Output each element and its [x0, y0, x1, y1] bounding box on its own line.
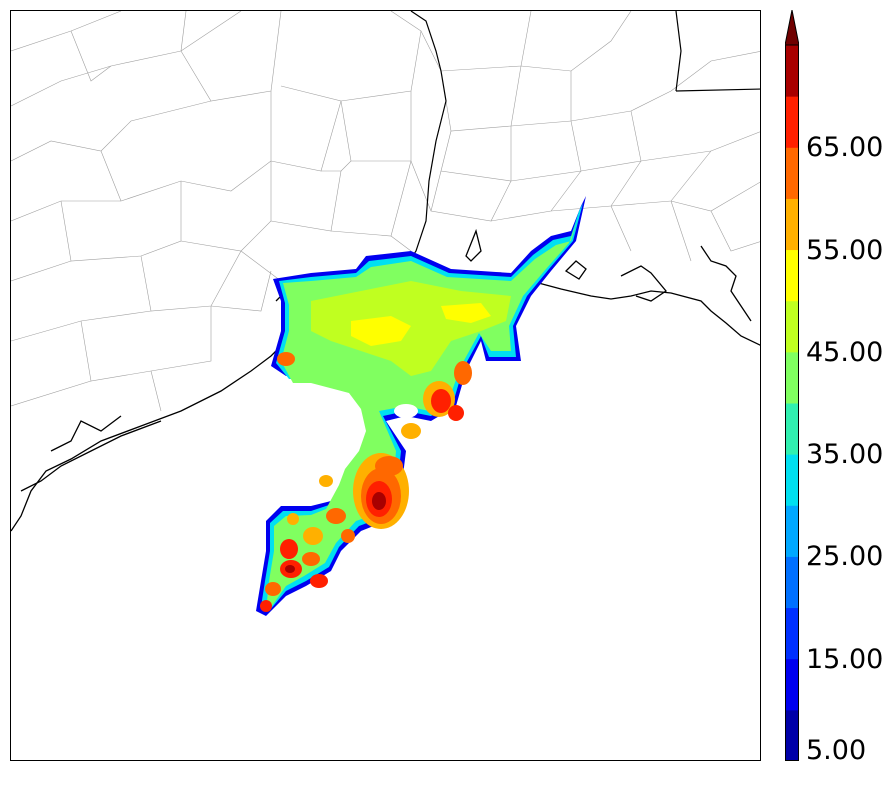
- colorbar-tick-label: 45.00: [806, 336, 884, 368]
- map-panel: [10, 10, 761, 761]
- storm-cells: [260, 352, 472, 612]
- map-canvas: [11, 11, 760, 616]
- colorbar: [785, 10, 799, 761]
- colorbar-segment: [785, 96, 799, 148]
- colorbar-segment: [785, 505, 799, 557]
- state-boundary: [405, 11, 760, 267]
- colorbar-segment: [785, 147, 799, 199]
- colorbar-segment: [785, 658, 799, 711]
- colorbar-tick-label: 65.00: [806, 132, 884, 164]
- colorbar-segment: [785, 249, 799, 302]
- colorbar-segment: [785, 709, 799, 761]
- colorbar-tick-label: 35.00: [806, 439, 884, 471]
- colorbar-segment: [785, 351, 799, 404]
- reflectivity-field: [256, 196, 586, 616]
- colorbar-segment: [785, 198, 799, 251]
- colorbar-tick-label: 25.00: [806, 541, 884, 573]
- colorbar-segment: [785, 403, 799, 455]
- colorbar-segment: [785, 300, 799, 353]
- colorbar-segment: [785, 454, 799, 506]
- colorbar-segment: [785, 607, 799, 660]
- colorbar-tick-label: 15.00: [806, 643, 884, 675]
- colorbar-segment: [785, 45, 799, 97]
- colorbar-segment: [785, 556, 799, 609]
- colorbar-extend-arrow: [785, 10, 799, 46]
- colorbar-border: [785, 44, 799, 761]
- colorbar-tick-label: 5.00: [806, 735, 867, 766]
- colorbar-tick-label: 55.00: [806, 234, 884, 266]
